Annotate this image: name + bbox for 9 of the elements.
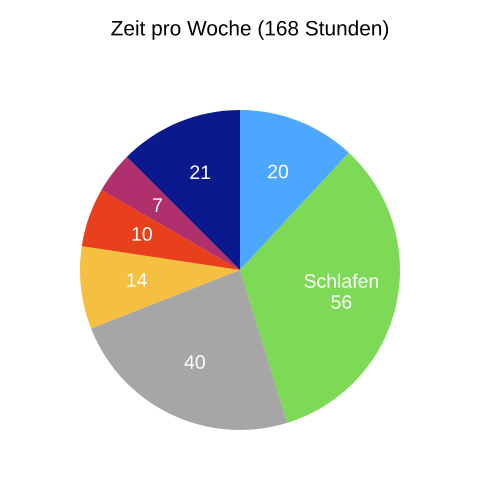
data-label: 20 [268, 164, 288, 178]
data-label: 21 [190, 165, 210, 179]
data-label: 7 [153, 198, 162, 212]
data-label: 14 [127, 273, 147, 287]
chart-title: Zeit pro Woche (168 Stunden) [111, 20, 388, 40]
data-label: 40 [184, 355, 205, 369]
data-label: 10 [132, 227, 152, 241]
data-label: 56 [331, 295, 352, 309]
slice-label: Schlafen [304, 274, 378, 288]
